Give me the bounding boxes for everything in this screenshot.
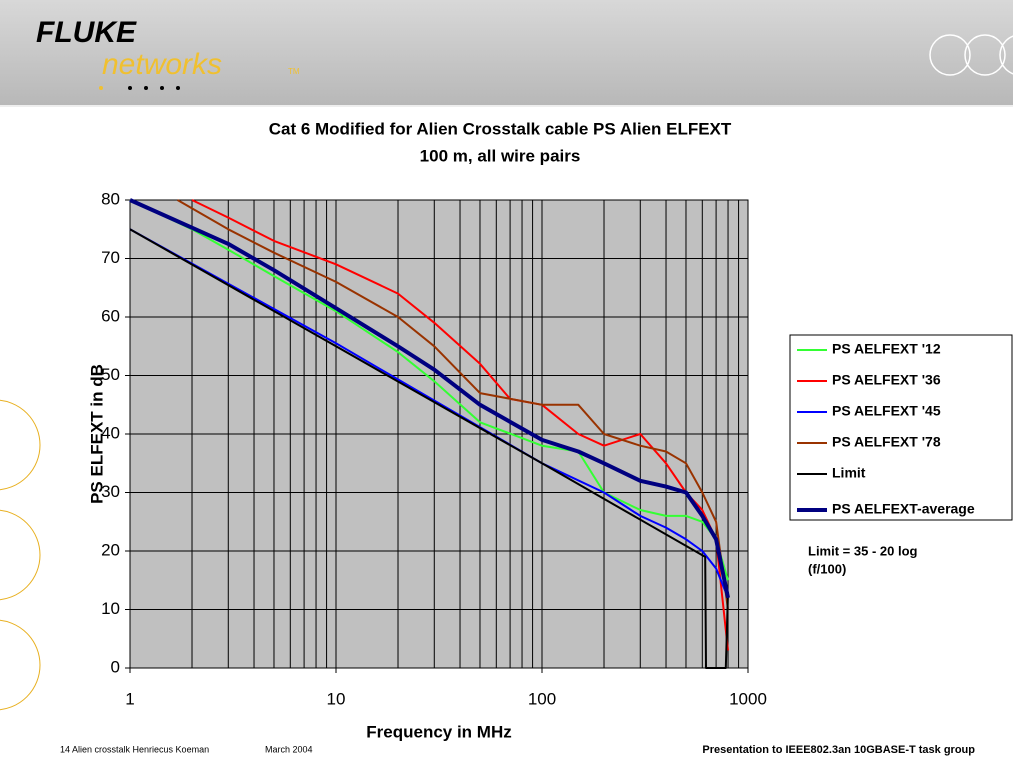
header-circles bbox=[929, 34, 1013, 76]
footer-left: 14 Alien crosstalk Henriecus Koeman bbox=[60, 744, 209, 754]
legend-label: Limit bbox=[832, 465, 866, 481]
header-band bbox=[0, 0, 1013, 105]
y-tick-label: 0 bbox=[111, 657, 120, 676]
legend-label: PS AELFEXT '36 bbox=[832, 372, 941, 388]
series-line bbox=[129, 228, 729, 669]
series-line bbox=[129, 228, 729, 599]
y-tick-label: 70 bbox=[101, 248, 120, 267]
series-line bbox=[177, 199, 729, 610]
chart-title: Cat 6 Modified for Alien Crosstalk cable… bbox=[269, 119, 732, 138]
side-circles bbox=[0, 399, 41, 711]
annotation: Limit = 35 - 20 log bbox=[808, 543, 918, 558]
x-tick-label: 100 bbox=[528, 689, 556, 708]
y-tick-label: 60 bbox=[101, 306, 120, 325]
y-axis-title: PS ELFEXT in dB bbox=[87, 364, 106, 504]
logo-dot bbox=[99, 86, 103, 90]
x-tick-label: 1 bbox=[125, 689, 134, 708]
chart-subtitle: 100 m, all wire pairs bbox=[420, 146, 581, 165]
legend-label: PS AELFEXT '78 bbox=[832, 434, 941, 450]
x-axis-title: Frequency in MHz bbox=[366, 722, 511, 741]
series-line bbox=[129, 198, 730, 599]
footer-date: March 2004 bbox=[265, 744, 313, 754]
y-tick-label: 50 bbox=[101, 365, 120, 384]
legend-box bbox=[789, 334, 1013, 521]
series-line bbox=[129, 199, 729, 581]
y-tick-label: 30 bbox=[101, 482, 120, 501]
annotation: (f/100) bbox=[808, 561, 846, 576]
y-tick-label: 20 bbox=[101, 540, 120, 559]
x-tick-label: 1000 bbox=[729, 689, 767, 708]
y-tick-label: 80 bbox=[101, 189, 120, 208]
x-tick-label: 10 bbox=[327, 689, 346, 708]
logo-bottom: networks bbox=[102, 48, 222, 81]
footer-right: Presentation to IEEE802.3an 10GBASE-T ta… bbox=[702, 744, 975, 756]
logo-dots bbox=[128, 86, 180, 90]
plot-border bbox=[129, 199, 749, 669]
logo-top: FLUKE bbox=[36, 16, 137, 49]
y-tick-label: 40 bbox=[101, 423, 120, 442]
legend-label: PS AELFEXT '12 bbox=[832, 341, 941, 357]
legend-label: PS AELFEXT-average bbox=[832, 501, 975, 517]
legend-label: PS AELFEXT '45 bbox=[832, 403, 941, 419]
y-tick-label: 10 bbox=[101, 599, 120, 618]
logo-tm: TM bbox=[288, 67, 300, 76]
